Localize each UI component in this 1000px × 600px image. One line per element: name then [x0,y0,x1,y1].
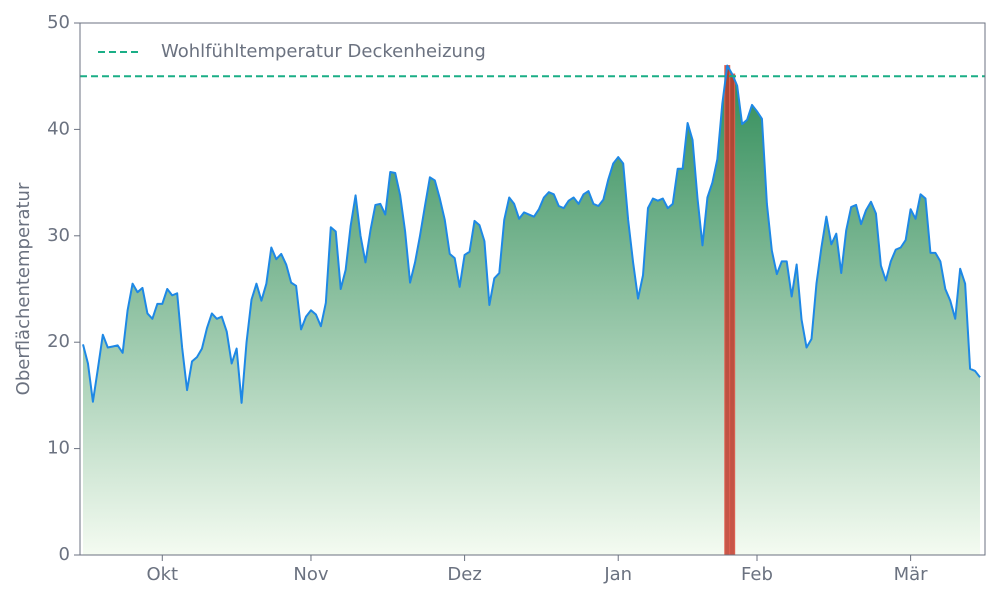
y-axis-label: Oberflächentemperatur [13,182,34,395]
plot-frame [79,22,986,556]
highlight-bar [724,65,731,556]
x-tick-label: Nov [293,564,328,585]
x-tick-label: Mär [894,564,929,585]
x-tick-label: Dez [447,564,481,585]
area-fill [83,65,980,555]
x-tick-label: Okt [146,564,178,585]
x-tick-label: Jan [603,564,632,585]
area-line [82,64,981,404]
y-tick-label: 40 [47,118,70,139]
legend-label: Wohlfühltemperatur Deckenheizung [161,41,486,62]
y-tick-label: 20 [47,331,70,352]
y-tick-label: 0 [59,544,70,565]
y-tick-label: 10 [47,438,70,459]
x-tick-label: Feb [741,564,773,585]
y-tick-label: 30 [47,225,70,246]
y-tick-label: 50 [47,12,70,33]
highlight-bar [729,73,736,556]
